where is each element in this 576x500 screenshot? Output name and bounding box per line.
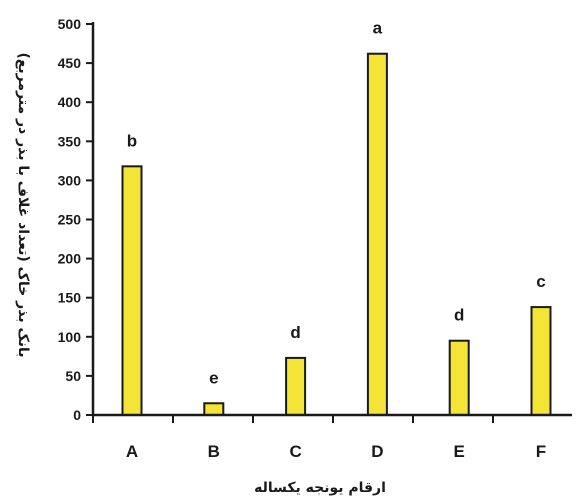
bar-C [285,356,307,416]
significance-label-E: d [454,306,464,325]
y-tick-label: 150 [58,290,82,306]
y-tick-label: 50 [65,368,81,384]
significance-label-C: d [290,323,300,342]
y-axis-title: بانک بذر خاک (تعداد غلاف با بذر در مترمر… [15,52,31,357]
bars-group [121,52,552,417]
x-tick-label: A [126,442,138,461]
y-ticks-group: 0 50 100 150 200 250 300 350 400 450 500 [58,16,93,423]
y-tick-label: 250 [58,212,82,228]
x-tick-label: E [454,442,465,461]
x-tick-label: F [536,442,546,461]
bar-D [366,52,388,416]
x-tick-label: D [371,442,383,461]
x-axis-title: ارقام یونجه یکساله [254,480,386,496]
significance-label-B: e [209,368,218,387]
y-tick-label: 0 [73,407,81,423]
x-tick-label: B [208,442,220,461]
x-ticks-group: A B C D E F [92,415,546,461]
y-tick-label: 200 [58,251,82,267]
bar-F [530,306,552,417]
y-tick-label: 350 [58,133,82,149]
y-tick-label: 450 [58,55,82,71]
significance-label-F: c [536,272,545,291]
bar-E [448,339,470,416]
y-tick-label: 400 [58,94,82,110]
bar-B [203,402,225,416]
significance-label-D: a [373,19,383,38]
bar-A [121,165,143,416]
y-tick-label: 100 [58,329,82,345]
significance-labels-group: b e d a d c [127,19,546,388]
significance-label-A: b [127,131,137,150]
x-tick-label: C [289,442,301,461]
y-tick-label: 300 [58,172,82,188]
y-tick-label: 500 [58,16,82,32]
